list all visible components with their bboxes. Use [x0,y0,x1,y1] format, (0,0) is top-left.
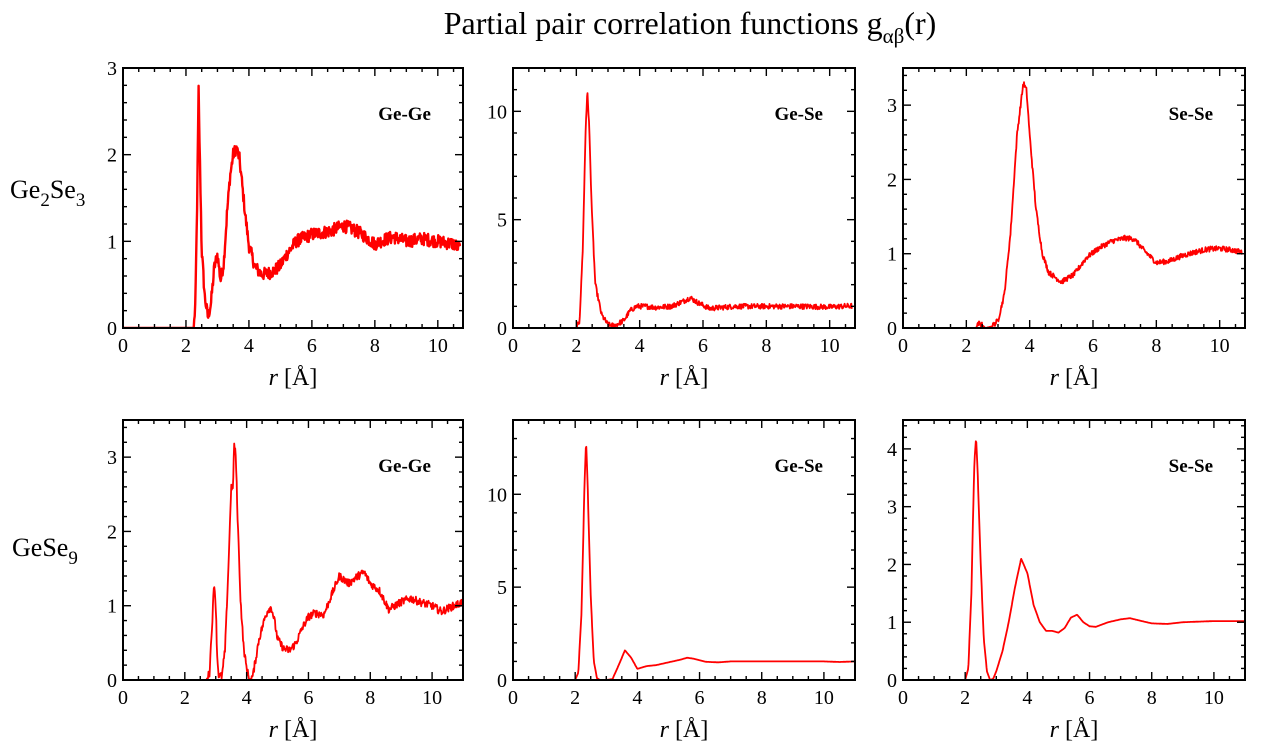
x-tick-label: 10 [428,335,448,357]
panel-title: Ge-Se [774,104,823,125]
x-tick-label: 6 [307,335,317,357]
x-tick-label: 8 [1147,687,1157,709]
y-tick-label: 3 [887,497,897,519]
x-tick-label: 10 [422,687,442,709]
plot-frame [902,67,1246,329]
x-axis-label: r [Å] [269,365,318,391]
y-tick-label: 2 [887,554,897,576]
x-tick-label: 8 [1151,335,1161,357]
x-axis-label: r [Å] [1050,365,1099,391]
row-label-ge2se3: Ge2Se3 [10,175,85,211]
panel-title: Ge-Ge [378,104,431,125]
y-tick-label: 0 [497,318,507,340]
y-tick-label: 4 [887,439,897,461]
row-label-part: Ge [10,175,40,204]
y-tick-label: 0 [887,318,897,340]
y-tick-label: 0 [497,670,507,692]
x-tick-label: 6 [1085,687,1095,709]
panel-ge-ge-row1: 0 2 4 6 8 10 0 1 2 3 Ge-Ge r [Å] [107,419,464,743]
panel-ge-ge-row0: 0 2 4 6 8 10 0 1 2 3 Ge-Ge r [Å] [107,58,464,391]
y-tick-label: 1 [107,596,117,618]
x-tick-label: 4 [244,335,254,357]
row-label-part: 9 [68,548,78,569]
x-tick-label: 6 [695,687,705,709]
panel-title: Se-Se [1169,104,1213,125]
x-tick-label: 6 [698,335,708,357]
x-tick-label: 2 [571,335,581,357]
x-tick-label: 4 [635,335,645,357]
y-tick-label: 5 [497,577,507,599]
panel-title: Ge-Ge [378,456,431,477]
y-tick-label: 2 [107,145,117,167]
x-tick-label: 8 [370,335,380,357]
y-tick-label: 5 [497,210,507,232]
y-tick-label: 3 [107,447,117,469]
y-tick-label: 0 [887,670,897,692]
x-axis-label: r [Å] [1050,717,1099,743]
x-tick-label: 0 [508,335,518,357]
x-tick-label: 10 [814,687,834,709]
x-tick-label: 10 [1210,335,1230,357]
x-axis-label: r [Å] [660,717,709,743]
y-tick-label: 3 [107,58,117,80]
x-tick-label: 4 [1025,335,1035,357]
panel-title: Se-Se [1169,456,1213,477]
y-tick-label: 2 [887,169,897,191]
x-tick-label: 8 [761,335,771,357]
panel-title: Ge-Se [774,456,823,477]
y-tick-label: 1 [107,231,117,253]
x-tick-label: 10 [820,335,840,357]
x-tick-label: 2 [570,687,580,709]
x-tick-label: 4 [242,687,252,709]
y-tick-label: 1 [887,612,897,634]
y-tick-label: 1 [887,244,897,266]
plot-frame [122,67,464,329]
y-tick-label: 10 [487,101,507,123]
y-tick-label: 3 [887,95,897,117]
x-tick-label: 0 [508,687,518,709]
x-tick-label: 0 [118,687,128,709]
x-tick-label: 0 [898,687,908,709]
x-tick-label: 6 [1088,335,1098,357]
y-tick-label: 10 [487,484,507,506]
row-label-gese9: GeSe9 [12,533,78,569]
series-line [123,84,462,328]
series-line [903,81,1243,328]
figure-title: Partial pair correlation functions gαβ(r… [444,5,937,48]
row-label-part: 3 [76,190,86,211]
x-axis-label: r [Å] [269,717,318,743]
x-axis-label: r [Å] [660,365,709,391]
row-label-part: GeSe [12,533,68,562]
x-tick-label: 2 [181,335,191,357]
x-tick-label: 8 [757,687,767,709]
panel-ge-se-row0: 0 2 4 6 8 10 0 5 10 Ge-Se r [Å] [487,67,856,391]
x-tick-label: 4 [1022,687,1032,709]
x-tick-label: 8 [365,687,375,709]
series-line [513,445,855,680]
x-tick-label: 4 [632,687,642,709]
series-line [513,92,853,328]
x-tick-label: 0 [118,335,128,357]
x-tick-label: 6 [303,687,313,709]
y-tick-label: 0 [107,318,117,340]
row-label-part: Se [50,175,76,204]
x-tick-label: 2 [961,335,971,357]
x-tick-label: 0 [898,335,908,357]
panel-ge-se-row1: 0 2 4 6 8 10 0 5 10 Ge-Se r [Å] [487,419,856,743]
panel-se-se-row1: 0 2 4 6 8 10 0 1 2 3 4 Se-Se r [Å] [887,419,1246,743]
panel-se-se-row0: 0 2 4 6 8 10 0 1 2 3 Se-Se r [Å] [887,67,1246,391]
x-tick-label: 10 [1204,687,1224,709]
y-tick-label: 2 [107,521,117,543]
row-label-part: 2 [40,190,50,211]
series-line [903,440,1245,680]
y-tick-label: 0 [107,670,117,692]
series-line [123,442,463,680]
x-tick-label: 2 [960,687,970,709]
x-tick-label: 2 [180,687,190,709]
